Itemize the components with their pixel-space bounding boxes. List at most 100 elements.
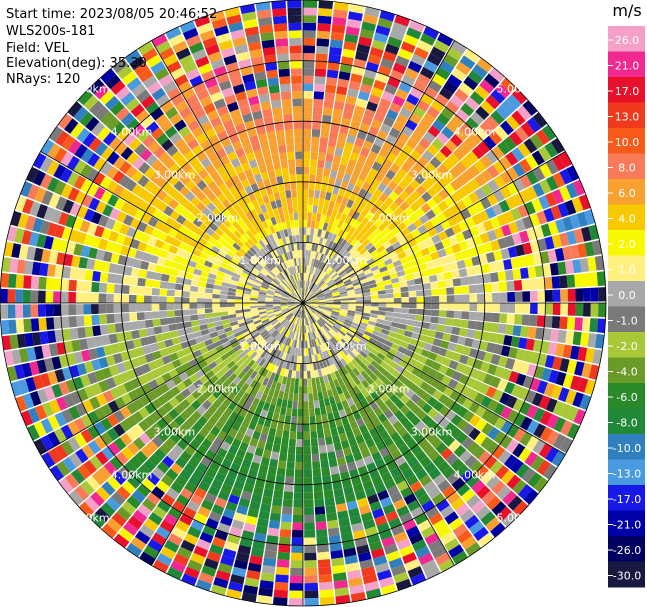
velocity-gate: [241, 458, 252, 469]
velocity-gate: [574, 361, 585, 376]
velocity-gate: [181, 573, 198, 586]
velocity-gate: [150, 107, 164, 121]
velocity-gate: [175, 426, 187, 439]
velocity-gate: [22, 304, 31, 318]
velocity-gate: [436, 324, 446, 333]
velocity-gate: [297, 310, 301, 318]
velocity-gate: [273, 307, 281, 311]
velocity-gate: [265, 263, 273, 271]
velocity-gate: [393, 156, 405, 168]
velocity-gate: [309, 296, 317, 300]
velocity-gate: [222, 387, 232, 398]
velocity-gate: [144, 319, 154, 328]
velocity-gate: [8, 319, 17, 334]
velocity-gate: [448, 235, 459, 246]
velocity-gate: [260, 31, 274, 42]
velocity-gate: [351, 201, 360, 211]
velocity-gate: [361, 566, 376, 577]
velocity-gate: [402, 335, 412, 344]
velocity-gate: [359, 559, 374, 570]
velocity-gate: [354, 311, 363, 316]
velocity-gate: [127, 205, 139, 217]
velocity-gate: [443, 434, 455, 447]
velocity-gate: [362, 358, 371, 367]
velocity-gate: [299, 242, 303, 250]
velocity-gate: [352, 367, 361, 377]
velocity-gate: [265, 162, 274, 172]
velocity-gate: [366, 275, 375, 282]
velocity-gate: [464, 455, 478, 469]
velocity-gate: [228, 224, 237, 234]
velocity-gate: [324, 247, 331, 256]
velocity-gate: [214, 25, 229, 37]
velocity-gate: [303, 181, 309, 190]
velocity-gate: [309, 266, 313, 274]
velocity-gate: [282, 336, 288, 345]
velocity-gate: [277, 315, 285, 321]
velocity-gate: [387, 374, 398, 384]
velocity-gate: [301, 333, 303, 341]
velocity-gate: [221, 47, 235, 59]
velocity-gate: [245, 319, 254, 325]
velocity-gate: [211, 352, 221, 361]
velocity-gate: [142, 47, 158, 62]
velocity-gate: [328, 420, 337, 429]
velocity-gate: [293, 324, 298, 333]
velocity-gate: [178, 241, 188, 251]
velocity-gate: [307, 273, 311, 281]
velocity-gate: [155, 177, 168, 189]
velocity-gate: [511, 147, 525, 162]
velocity-gate: [320, 326, 327, 334]
velocity-gate: [437, 460, 450, 473]
velocity-gate: [352, 376, 361, 386]
velocity-gate: [281, 237, 287, 246]
velocity-gate: [150, 410, 162, 423]
velocity-gate: [354, 537, 368, 548]
velocity-gate: [316, 244, 322, 253]
velocity-gate: [523, 138, 538, 154]
velocity-gate: [444, 227, 455, 238]
velocity-gate: [501, 368, 512, 381]
velocity-gate: [491, 282, 500, 293]
velocity-gate: [243, 314, 252, 319]
velocity-gate: [83, 208, 95, 222]
velocity-gate: [191, 274, 201, 281]
velocity-gate: [132, 469, 146, 484]
velocity-gate: [345, 493, 356, 503]
velocity-gate: [520, 267, 529, 279]
velocity-gate: [142, 134, 156, 148]
velocity-gate: [107, 323, 116, 334]
velocity-gate: [327, 389, 334, 398]
velocity-gate: [295, 301, 303, 303]
velocity-gate: [357, 327, 366, 334]
velocity-gate: [40, 435, 54, 451]
velocity-gate: [242, 293, 251, 298]
velocity-gate: [173, 343, 183, 352]
velocity-gate: [340, 239, 348, 248]
velocity-gate: [295, 151, 303, 160]
velocity-gate: [352, 185, 361, 195]
velocity-gate: [327, 280, 335, 287]
velocity-gate: [295, 300, 303, 303]
velocity-gate: [87, 372, 98, 385]
velocity-gate: [263, 54, 277, 64]
velocity-gate: [137, 241, 148, 252]
velocity-gate: [313, 322, 319, 330]
velocity-gate: [303, 297, 309, 303]
azimuth-spoke: [40, 302, 304, 455]
velocity-gate: [125, 415, 138, 428]
velocity-gate: [200, 270, 210, 278]
velocity-gate: [500, 420, 513, 434]
velocity-gate: [300, 287, 303, 296]
velocity-gate: [283, 310, 291, 316]
velocity-gate: [434, 354, 445, 364]
velocity-gate: [212, 399, 222, 409]
velocity-gate: [352, 112, 363, 123]
colorbar-tick-label: 0.0: [618, 289, 636, 302]
velocity-gate: [253, 532, 267, 543]
velocity-gate: [290, 283, 296, 291]
velocity-gate: [168, 33, 185, 47]
velocity-gate: [420, 202, 432, 214]
velocity-gate: [407, 456, 419, 468]
velocity-gate: [227, 310, 236, 315]
